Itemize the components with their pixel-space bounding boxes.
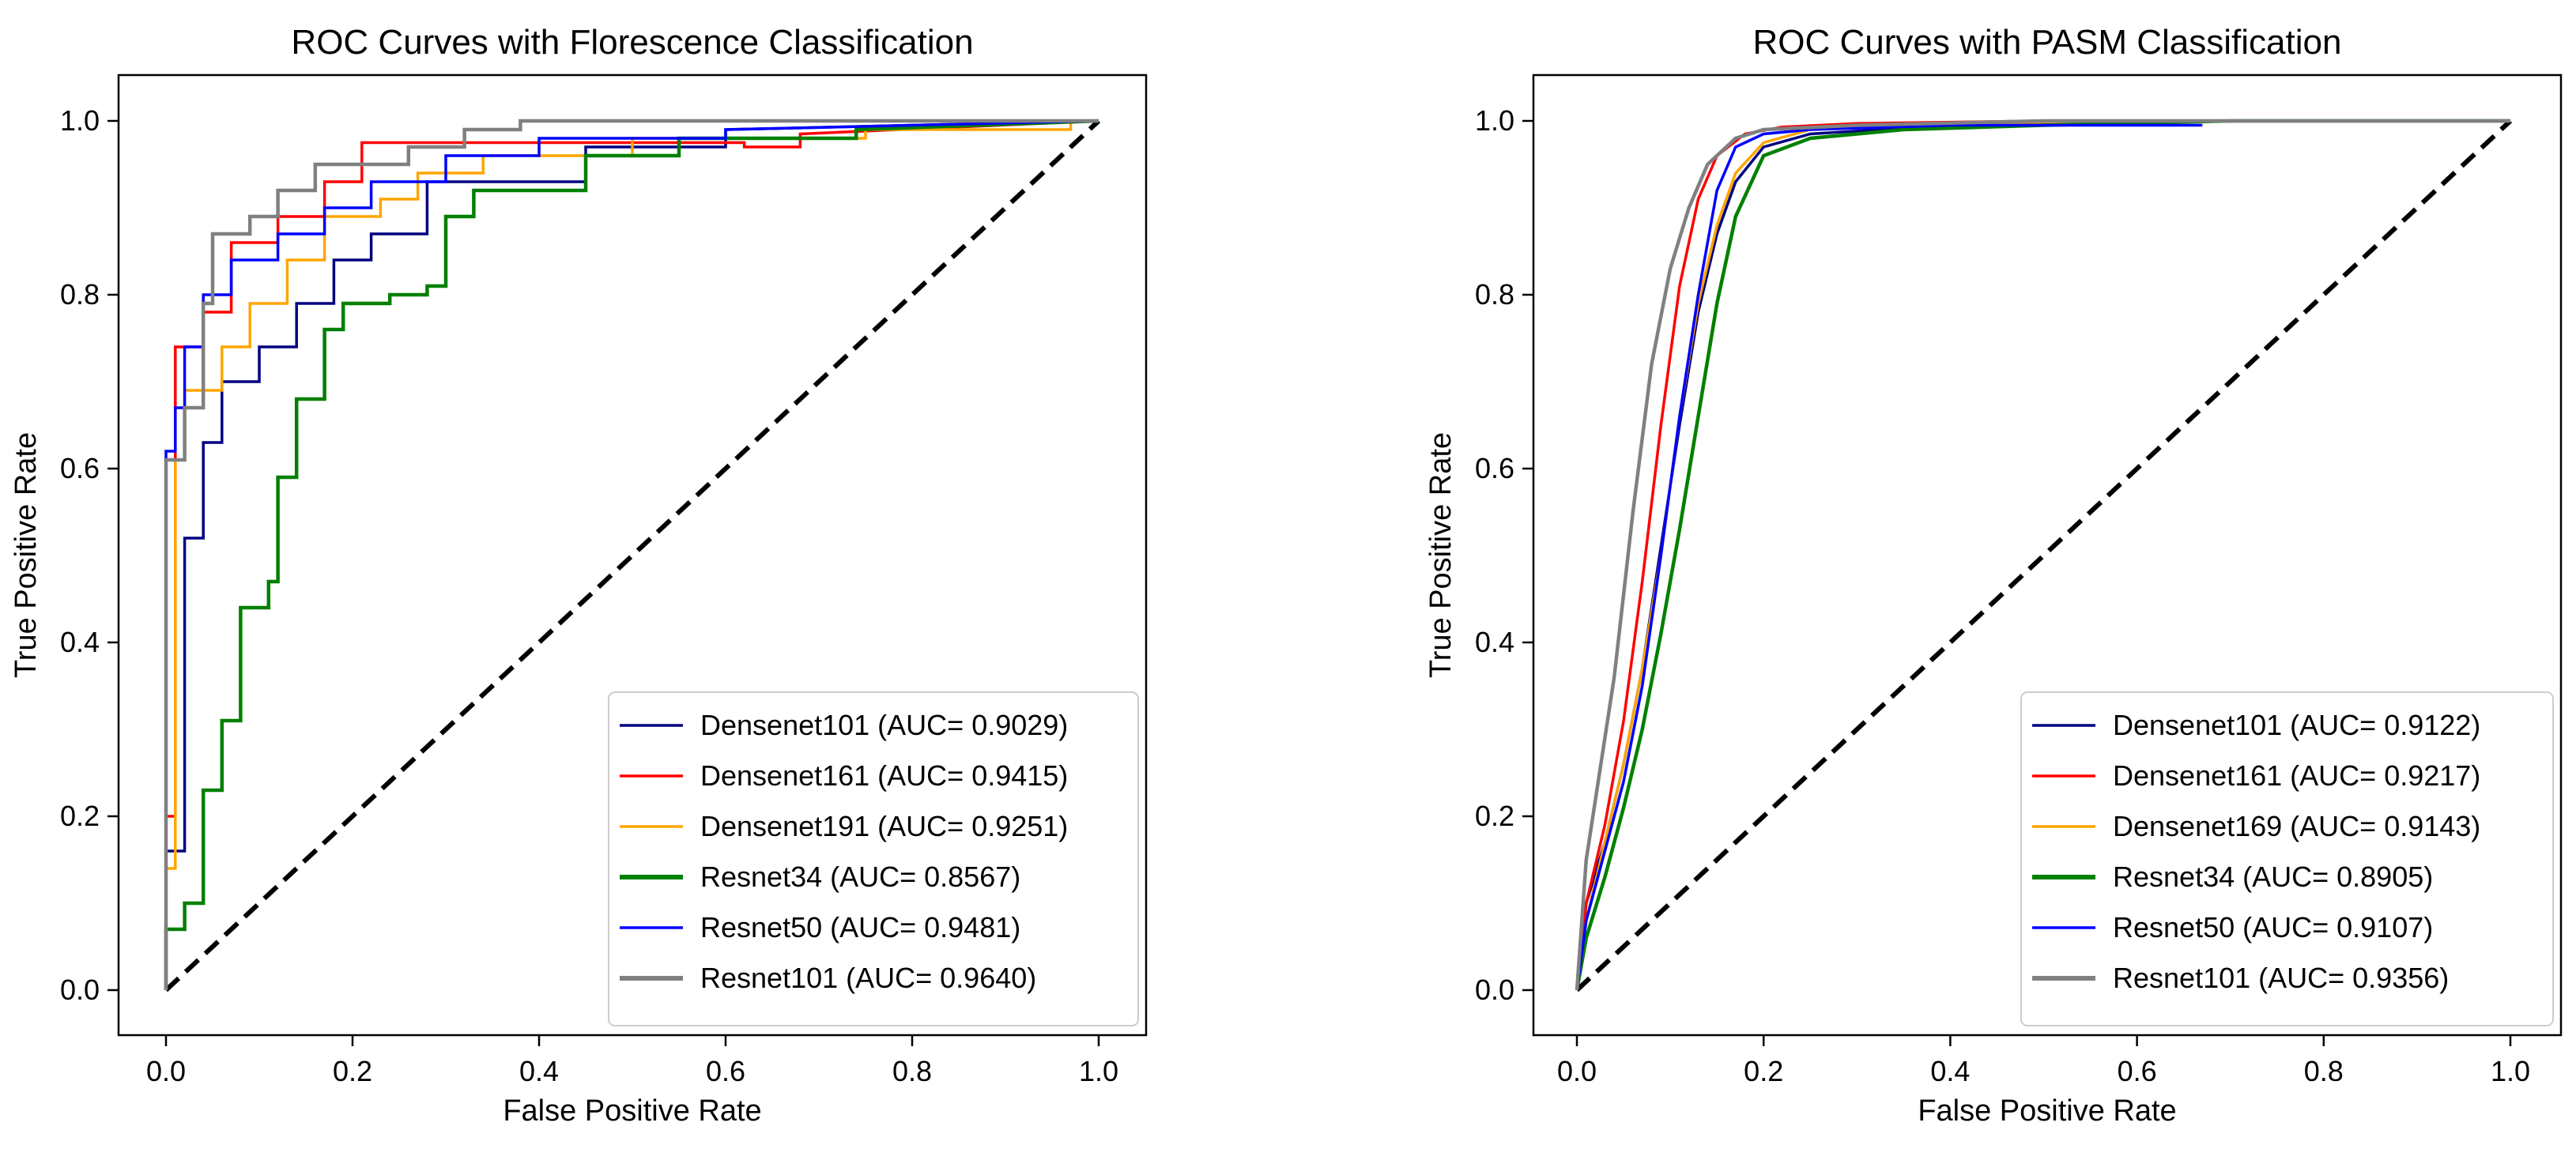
legend-label: Resnet50 (AUC= 0.9107) xyxy=(2113,911,2433,943)
diagonal-reference-line xyxy=(1575,119,2513,992)
y-tick-label: 0.8 xyxy=(60,278,100,311)
chart-panel-1: ROC Curves with Florescence Classificati… xyxy=(9,23,1148,1128)
diagonal-reference-line xyxy=(164,119,1101,992)
y-axis-label: True Positive Rate xyxy=(9,432,43,678)
y-tick-label: 0.6 xyxy=(60,452,100,484)
legend-label: Densenet101 (AUC= 0.9122) xyxy=(2113,709,2480,741)
legend-label: Resnet34 (AUC= 0.8905) xyxy=(2113,861,2433,893)
x-tick-label: 0.2 xyxy=(1744,1055,1783,1087)
x-tick-label: 0.4 xyxy=(519,1055,559,1087)
y-tick-label: 0.6 xyxy=(1475,452,1514,484)
series-line-5 xyxy=(164,119,1099,990)
x-tick-label: 0.6 xyxy=(706,1055,745,1087)
x-tick-label: 1.0 xyxy=(2491,1055,2530,1087)
x-tick-label: 0.0 xyxy=(1557,1055,1597,1087)
legend: Densenet101 (AUC= 0.9029) Densenet161 (AU… xyxy=(608,691,1139,1026)
x-tick-label: 0.4 xyxy=(1930,1055,1970,1087)
legend-label: Densenet101 (AUC= 0.9029) xyxy=(700,709,1068,741)
legend-label: Resnet50 (AUC= 0.9481) xyxy=(700,911,1020,943)
legend-label: Resnet101 (AUC= 0.9356) xyxy=(2113,962,2449,994)
series-line-6 xyxy=(1575,119,2510,991)
legend-box xyxy=(608,691,1139,1026)
x-axis-label: False Positive Rate xyxy=(503,1094,761,1128)
legend-label: Densenet161 (AUC= 0.9217) xyxy=(2113,759,2480,792)
series-line-5 xyxy=(1575,123,2203,991)
legend-label: Resnet34 (AUC= 0.8567) xyxy=(700,861,1020,893)
legend-label: Densenet161 (AUC= 0.9415) xyxy=(700,759,1068,792)
x-tick-label: 0.8 xyxy=(892,1055,932,1087)
legend: Densenet101 (AUC= 0.9122) Densenet161 (AU… xyxy=(2020,691,2554,1026)
legend-label: Densenet169 (AUC= 0.9143) xyxy=(2113,810,2480,842)
y-tick-label: 1.0 xyxy=(60,104,100,137)
axes-frame xyxy=(117,73,1148,1037)
x-axis-label: False Positive Rate xyxy=(1918,1094,2176,1128)
legend-label: Densenet191 (AUC= 0.9251) xyxy=(700,810,1068,842)
x-tick-label: 0.8 xyxy=(2304,1055,2344,1087)
legend-box xyxy=(2020,691,2554,1026)
series-line-4 xyxy=(1575,119,2510,991)
series-line-6 xyxy=(164,119,1099,990)
y-tick-label: 0.4 xyxy=(1475,626,1514,658)
y-tick-label: 1.0 xyxy=(1475,104,1514,137)
axes-frame xyxy=(1532,73,2563,1037)
chart-panel-2: ROC Curves with PASM Classification 0.0 0.… xyxy=(1424,23,2563,1128)
chart-title: ROC Curves with Florescence Classificati… xyxy=(291,23,973,62)
y-axis-label: True Positive Rate xyxy=(1424,432,1458,678)
x-tick-label: 0.2 xyxy=(333,1055,372,1087)
x-tick-label: 0.0 xyxy=(146,1055,186,1087)
y-tick-label: 0.8 xyxy=(1475,278,1514,311)
y-tick-label: 0.2 xyxy=(1475,800,1514,832)
chart-title: ROC Curves with PASM Classification xyxy=(1753,23,2342,62)
legend-label: Resnet101 (AUC= 0.9640) xyxy=(700,962,1036,994)
y-tick-label: 0.4 xyxy=(60,626,100,658)
series-line-2 xyxy=(164,119,1099,990)
y-tick-label: 0.0 xyxy=(60,974,100,1006)
x-tick-label: 0.6 xyxy=(2118,1055,2157,1087)
y-tick-label: 0.2 xyxy=(60,800,100,832)
x-tick-label: 1.0 xyxy=(1079,1055,1118,1087)
y-tick-label: 0.0 xyxy=(1475,974,1514,1006)
series-line-4 xyxy=(164,119,1099,990)
